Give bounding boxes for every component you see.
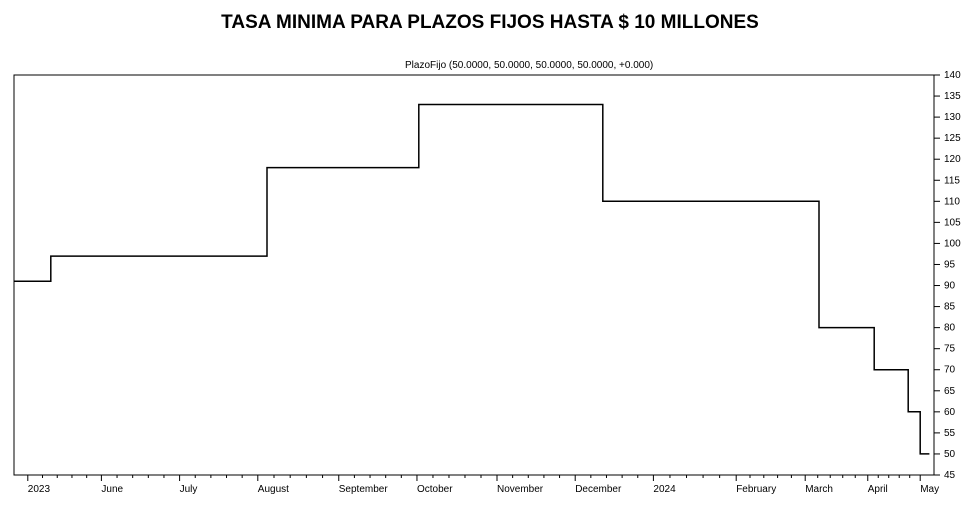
- y-tick-label: 115: [944, 175, 960, 186]
- y-tick-label: 135: [944, 91, 961, 102]
- y-tick-label: 130: [944, 112, 961, 123]
- chart-container: TASA MINIMA PARA PLAZOS FIJOS HASTA $ 10…: [0, 0, 980, 523]
- y-tick-label: 55: [944, 428, 956, 439]
- x-tick-label: 2024: [653, 484, 676, 495]
- y-tick-label: 45: [944, 470, 956, 481]
- y-tick-label: 65: [944, 386, 956, 397]
- x-tick-label: November: [497, 484, 544, 495]
- x-tick-label: August: [258, 484, 289, 495]
- x-tick-label: February: [736, 484, 776, 495]
- series-line: [14, 105, 929, 454]
- x-tick-label: April: [868, 484, 888, 495]
- y-tick-label: 120: [944, 154, 961, 165]
- y-tick-label: 125: [944, 133, 961, 144]
- x-tick-label: September: [339, 484, 389, 495]
- y-tick-label: 50: [944, 449, 956, 460]
- y-tick-label: 110: [944, 196, 960, 207]
- x-tick-label: 2023: [28, 484, 51, 495]
- y-tick-label: 85: [944, 302, 956, 313]
- y-tick-label: 90: [944, 281, 956, 292]
- y-tick-label: 100: [944, 238, 961, 249]
- y-tick-label: 140: [944, 70, 961, 81]
- y-tick-label: 80: [944, 323, 956, 334]
- y-tick-label: 105: [944, 217, 961, 228]
- x-tick-label: October: [417, 484, 453, 495]
- x-tick-label: May: [920, 484, 939, 495]
- chart-svg: 45 50 55 60 65 70 75 80 85 90 95 100 105 110 115 120 125…: [0, 0, 980, 523]
- x-tick-label: July: [180, 484, 198, 495]
- y-tick-label: 95: [944, 259, 956, 270]
- y-tick-label: 75: [944, 344, 956, 355]
- x-tick-label: March: [805, 484, 833, 495]
- y-tick-label: 70: [944, 365, 956, 376]
- x-tick-label: June: [101, 484, 123, 495]
- x-tick-label: December: [575, 484, 622, 495]
- y-tick-label: 60: [944, 407, 956, 418]
